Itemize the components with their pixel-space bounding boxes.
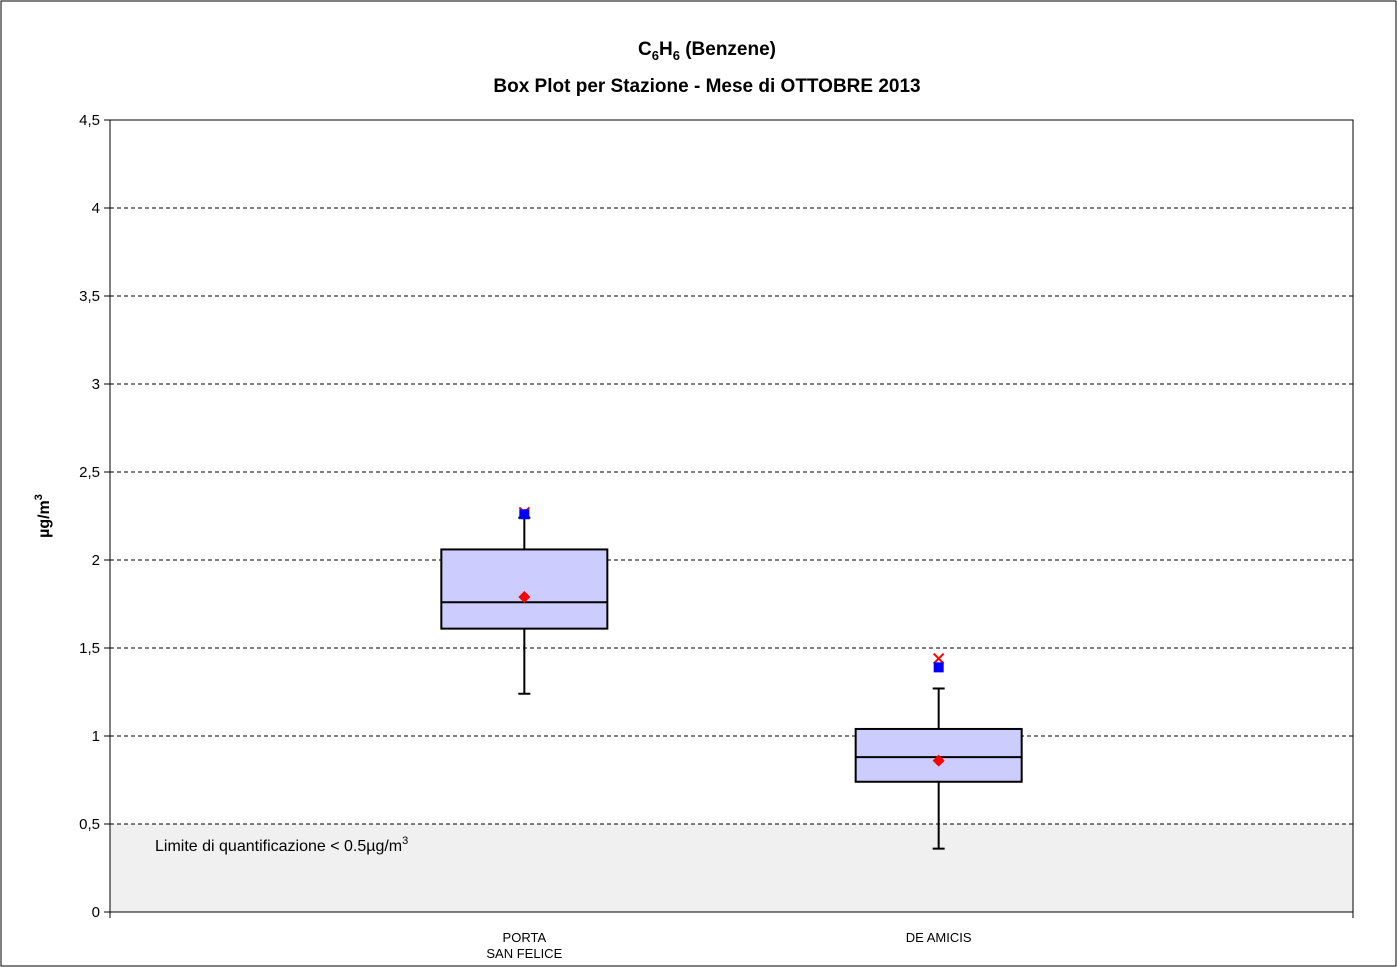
y-label-text: µg/m — [36, 500, 53, 538]
title-subscript: 6 — [652, 48, 659, 63]
annotation: Limite di quantificazione < 0.5µg/m3 — [155, 835, 408, 855]
square-marker — [933, 662, 944, 673]
box — [440, 548, 609, 630]
annotation-superscript: 3 — [402, 835, 408, 847]
y-tick-label: 1 — [92, 728, 100, 745]
y-tick-label: 4 — [92, 200, 100, 217]
y-tick-label: 4,5 — [79, 112, 100, 129]
y-tick-label: 3 — [92, 376, 100, 393]
title-part: C — [638, 39, 652, 60]
chart-subtitle: Box Plot per Stazione - Mese di OTTOBRE … — [493, 76, 920, 97]
plot-frame — [109, 119, 1354, 913]
y-label-superscript: 3 — [33, 494, 45, 500]
chart-title: C6H6 (Benzene) — [638, 39, 776, 63]
title-part: (Benzene) — [680, 39, 776, 60]
y-tick-label: 2 — [92, 552, 100, 569]
annotation-text: Limite di quantificazione < 0.5µg/m — [155, 838, 402, 855]
y-axis-label: µg/m3 — [33, 494, 53, 538]
square-marker — [519, 509, 530, 520]
y-tick-label: 1,5 — [79, 640, 100, 657]
cross-marker — [932, 652, 945, 665]
mean-marker — [932, 754, 945, 767]
mean-marker — [518, 590, 531, 603]
title-subscript: 6 — [673, 48, 680, 63]
y-tick-label: 2,5 — [79, 464, 100, 481]
x-tick-label: DE AMICIS — [906, 930, 972, 945]
y-tick-label: 0 — [92, 904, 100, 921]
quantification-zone — [110, 824, 1353, 912]
y-tick-label: 0,5 — [79, 816, 100, 833]
x-tick-label: PORTA — [503, 930, 547, 945]
x-tick-label: SAN FELICE — [486, 946, 562, 961]
title-part: H — [659, 39, 673, 60]
y-tick-label: 3,5 — [79, 288, 100, 305]
